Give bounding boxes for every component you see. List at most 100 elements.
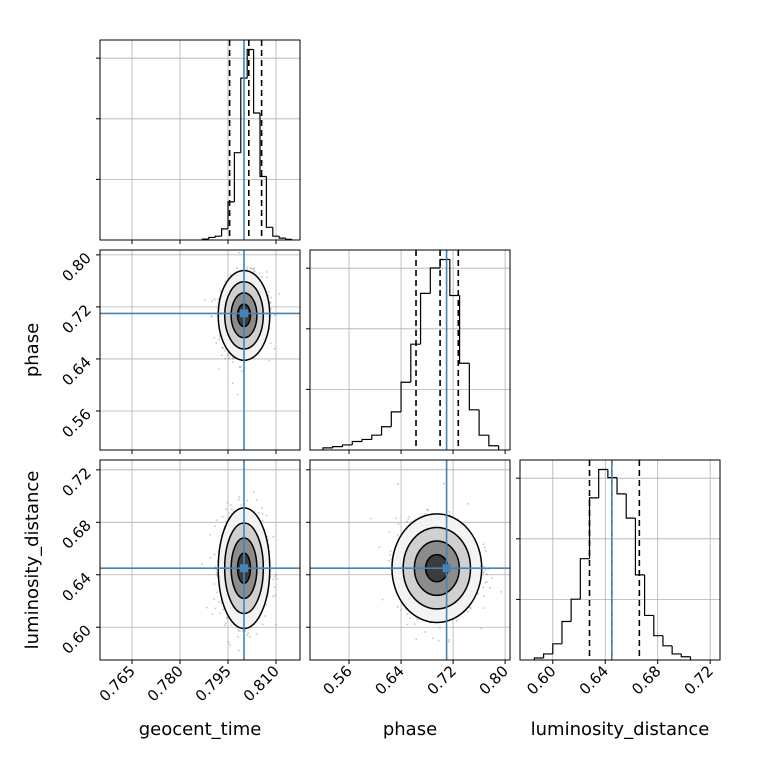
scatter-point: [265, 514, 268, 517]
histogram-bin: [351, 440, 363, 445]
histogram-bin: [253, 49, 260, 114]
scatter-point: [230, 504, 232, 506]
scatter-point: [274, 623, 277, 626]
scatter-point: [239, 366, 242, 368]
scatter-point: [482, 565, 485, 568]
scatter-point: [255, 499, 258, 502]
scatter-point: [413, 623, 416, 625]
scatter-point: [276, 577, 279, 580]
y-tick-label: 0.64: [58, 353, 94, 389]
scatter-point: [448, 510, 451, 513]
histogram-bin: [341, 444, 353, 447]
scatter-point: [447, 641, 450, 643]
histogram-bin: [616, 477, 627, 495]
truth-marker: [442, 564, 451, 573]
scatter-point: [272, 535, 275, 538]
y-tick-label: 0.64: [58, 569, 94, 605]
x-tick-label: 0.780: [144, 662, 187, 705]
y-tick-label: 0.68: [58, 516, 94, 552]
scatter-point: [482, 571, 485, 574]
x-tick-label: 0.64: [372, 662, 408, 698]
scatter-point: [236, 393, 239, 396]
histogram-bin: [488, 435, 499, 447]
scatter-point: [246, 266, 249, 269]
scatter-point: [406, 520, 408, 523]
histogram-bin: [561, 620, 572, 644]
scatter-point: [489, 586, 492, 589]
scatter-point: [231, 361, 234, 364]
scatter-point: [407, 517, 410, 520]
histogram-bin: [588, 497, 599, 559]
scatter-point: [221, 346, 224, 349]
scatter-point: [269, 342, 272, 345]
histogram-bin: [634, 518, 645, 576]
scatter-point: [397, 483, 400, 485]
scatter-point: [244, 629, 247, 632]
scatter-point: [218, 600, 220, 603]
histogram-bin: [246, 48, 254, 79]
scatter-point: [225, 617, 228, 620]
scatter-point: [209, 533, 212, 536]
scatter-point: [424, 513, 426, 515]
histogram-bin: [543, 653, 553, 658]
scatter-point: [204, 298, 206, 301]
histogram-bin: [240, 77, 248, 153]
histogram-bin: [429, 267, 441, 294]
scatter-point: [205, 606, 208, 609]
scatter-point: [469, 607, 472, 609]
scatter-point: [269, 301, 272, 303]
scatter-point: [466, 502, 469, 505]
panel-frame: [309, 459, 511, 661]
scatter-point: [273, 575, 276, 578]
scatter-point: [230, 624, 233, 627]
panel-frame: [99, 459, 301, 661]
scatter-point: [268, 290, 270, 293]
scatter-point: [406, 623, 409, 626]
x-tick-label: 0.56: [320, 662, 356, 698]
histogram-bin: [671, 645, 682, 655]
scatter-point: [246, 499, 249, 502]
histogram-bin: [449, 259, 460, 297]
histogram-bin: [680, 653, 691, 658]
scatter-point: [217, 368, 220, 371]
scatter-point: [250, 267, 253, 270]
scatter-point: [369, 517, 372, 520]
ylabel-luminosity-distance: luminosity_distance: [22, 471, 43, 650]
scatter-point: [261, 513, 264, 516]
scatter-point: [484, 581, 487, 584]
y-tick-label: 0.60: [58, 621, 94, 657]
panel-frame: [99, 249, 301, 451]
scatter-point: [214, 525, 216, 528]
histogram-bin: [361, 438, 372, 442]
scatter-point: [213, 553, 216, 556]
marginal-panel-phase: [306, 249, 511, 454]
scatter-point: [238, 251, 241, 254]
histogram-bin: [380, 426, 392, 436]
histogram-bin: [265, 176, 273, 228]
scatter-point: [226, 354, 229, 356]
scatter-point: [265, 271, 268, 273]
scatter-point: [378, 546, 381, 549]
histogram-bin: [233, 152, 241, 202]
scatter-point: [274, 314, 276, 317]
xlabel-phase: phase: [383, 719, 437, 740]
scatter-point: [396, 606, 399, 608]
histogram-bin: [400, 381, 411, 412]
scatter-point: [231, 357, 234, 360]
scatter-point: [397, 523, 400, 525]
scatter-point: [225, 508, 228, 511]
scatter-point: [219, 612, 221, 615]
scatter-point: [448, 638, 451, 641]
scatter-point: [246, 634, 249, 636]
scatter-point: [218, 335, 221, 337]
histogram-bin: [607, 469, 618, 479]
marginal-panel-luminosity_distance: 0.60 0.64 0.68 0.72: [516, 459, 721, 698]
scatter-point: [272, 578, 275, 580]
scatter-point: [224, 349, 226, 352]
scatter-point: [252, 268, 254, 270]
scatter-point: [222, 608, 225, 611]
histogram-bin: [643, 574, 654, 617]
scatter-point: [426, 508, 428, 511]
y-tick-label: 0.72: [58, 301, 94, 337]
histogram-bin: [570, 598, 581, 622]
